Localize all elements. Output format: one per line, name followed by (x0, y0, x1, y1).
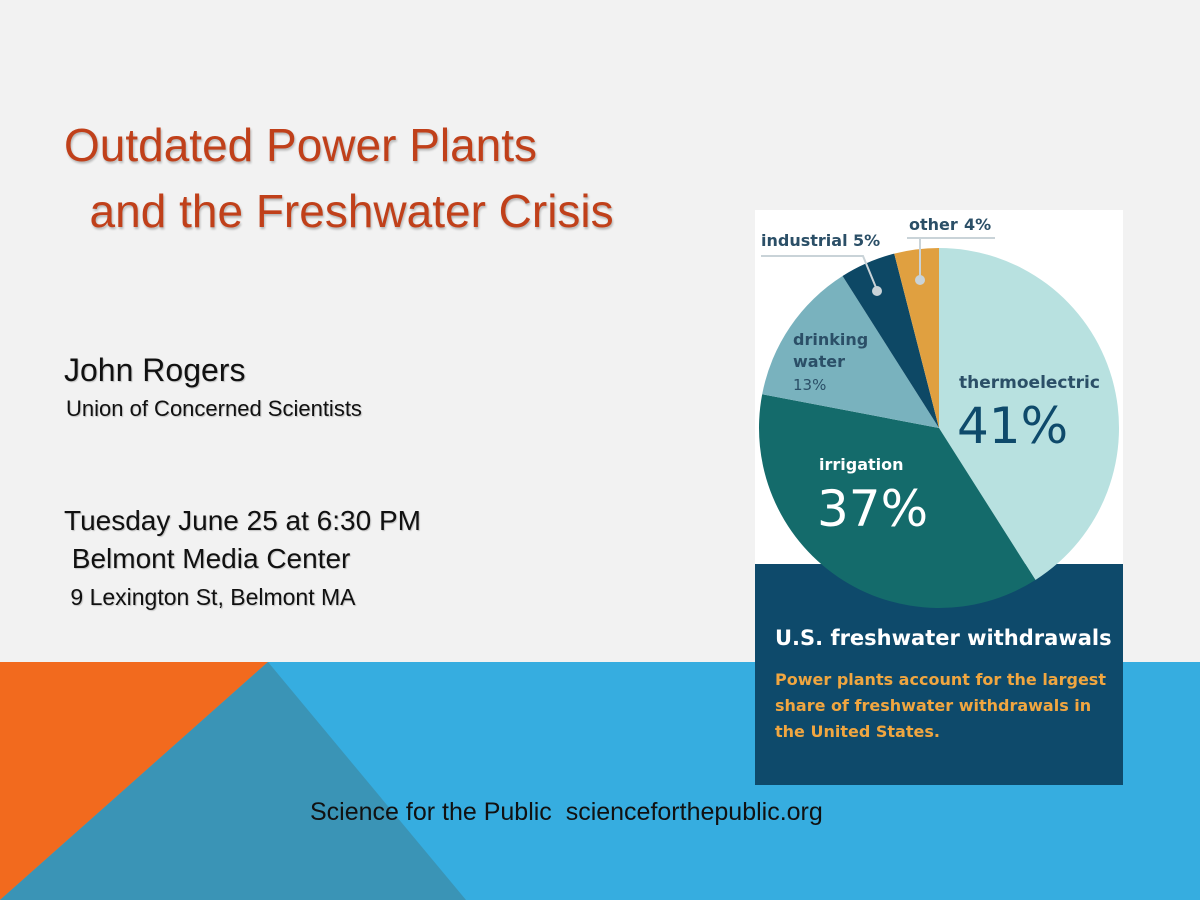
label-industrial: industrial (761, 231, 848, 250)
label-thermoelectric-value: 41% (957, 397, 1068, 455)
label-irrigation: irrigation (819, 455, 904, 474)
label-drinking-water-line1: drinking (793, 330, 868, 349)
industrial-leader-line (761, 255, 878, 291)
industrial-leader-dot (872, 286, 882, 296)
label-other-value: 4% (964, 215, 991, 234)
chart-title: U.S. freshwater withdrawals (775, 626, 1112, 650)
event-address: 9 Lexington St, Belmont MA (64, 584, 356, 610)
pie-slice-industrial (842, 253, 939, 428)
pie-slice-thermoelectric (939, 248, 1120, 580)
label-thermoelectric: thermoelectric (959, 373, 1100, 393)
label-irrigation-value: 37% (817, 480, 928, 538)
footer-text: Science for the Public scienceforthepubl… (310, 798, 823, 826)
event-venue: Belmont Media Center (64, 543, 351, 574)
slide-title: Outdated Power Plants and the Freshwater… (64, 112, 614, 244)
label-drinking-water-value: 13% (793, 376, 826, 394)
footer-credit: Science for the Public scienceforthepubl… (310, 798, 823, 827)
pie-slice-irrigation (759, 394, 1036, 608)
pie-slice-other (894, 248, 939, 428)
background-steel-triangle (0, 662, 466, 900)
speaker-name: John Rogers (64, 352, 246, 388)
label-other: other (909, 215, 958, 234)
label-drinking-water-line2: water (793, 352, 845, 371)
slide-title-line2: and the Freshwater Crisis (64, 185, 614, 237)
event-date: Tuesday June 25 at 6:30 PM (64, 505, 421, 536)
speaker-organization: Union of Concerned Scientists (66, 396, 362, 421)
other-leader-dot (915, 275, 925, 285)
label-industrial-value: 5% (853, 231, 880, 250)
freshwater-chart: U.S. freshwater withdrawals Power plants… (755, 210, 1123, 785)
chart-subtitle: Power plants account for the largest sha… (775, 670, 1106, 741)
slide-title-line1: Outdated Power Plants (64, 119, 538, 171)
pie-chart: industrial 5% other 4% drinking water 13… (759, 215, 1120, 608)
pie-slice-drinking-water (762, 276, 939, 428)
